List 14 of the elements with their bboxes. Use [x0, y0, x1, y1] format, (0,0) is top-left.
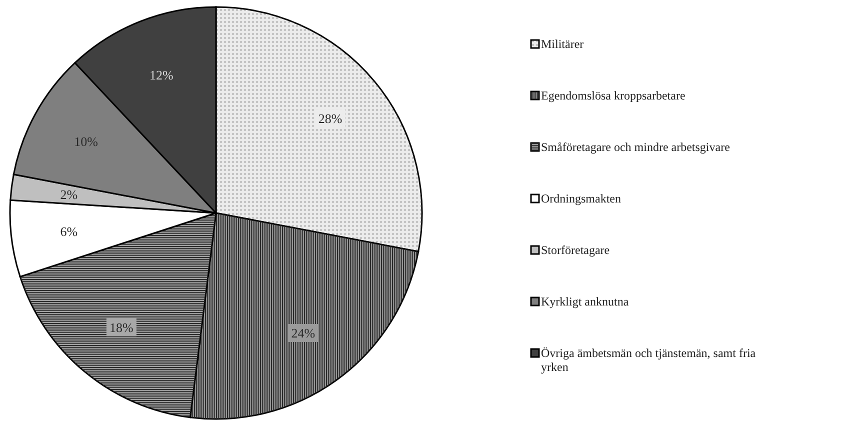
data-label: 2% [60, 186, 78, 202]
data-label: 28% [318, 111, 342, 126]
data-label: 10% [74, 134, 98, 150]
data-label: 6% [60, 224, 78, 240]
legend-label: Storföretagare [541, 243, 610, 258]
legend-label: Egendomslösa kroppsarbetare [541, 88, 686, 103]
data-label: 12% [149, 68, 174, 83]
legend-label: Småföretagare och mindre arbetsgivare [541, 140, 730, 154]
legend-label: Militärer [541, 37, 584, 52]
legend-label: Övriga ämbetsmän och tjänstemän, samt fria yrken [541, 346, 756, 374]
legend-label: Ordningsmakten [541, 192, 621, 206]
data-label: 24% [291, 326, 316, 341]
data-label: 18% [110, 320, 134, 335]
legend-label: Kyrkligt anknutna [541, 294, 630, 309]
